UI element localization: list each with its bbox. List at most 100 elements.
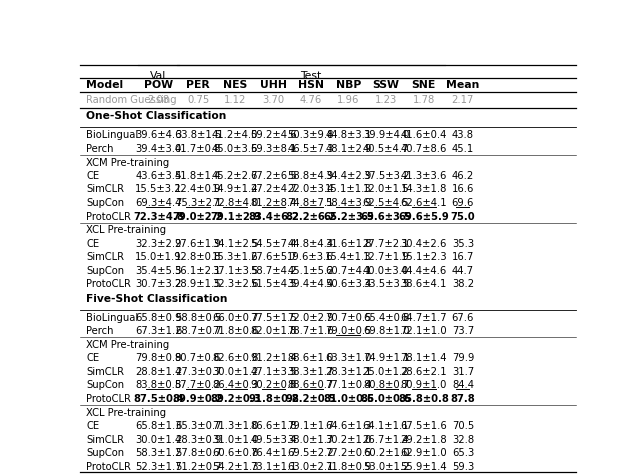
Text: 58.8±0.5: 58.8±0.5 <box>175 312 221 322</box>
Text: 31.0±1.0: 31.0±1.0 <box>212 434 259 444</box>
Text: 60.7±4.1: 60.7±4.1 <box>325 265 372 275</box>
Text: 2.08: 2.08 <box>147 95 170 105</box>
Text: 65.3: 65.3 <box>452 447 474 457</box>
Text: 3.70: 3.70 <box>262 95 285 105</box>
Text: 50.6±3.4: 50.6±3.4 <box>325 279 372 289</box>
Text: 72.8±4.0: 72.8±4.0 <box>212 198 259 208</box>
Text: 82.0±1.8: 82.0±1.8 <box>250 326 296 336</box>
Text: 15.1±2.3: 15.1±2.3 <box>401 252 447 262</box>
Text: 59.3±8.1: 59.3±8.1 <box>250 143 297 153</box>
Text: 59.2±4.6: 59.2±4.6 <box>250 129 297 139</box>
Text: 78.7±1.6: 78.7±1.6 <box>287 326 334 336</box>
Text: 30.2±1.0: 30.2±1.0 <box>325 434 372 444</box>
Text: 87.5±0.4: 87.5±0.4 <box>133 393 184 403</box>
Text: 15.4±1.3: 15.4±1.3 <box>325 252 372 262</box>
Text: 69.6±3.5: 69.6±3.5 <box>361 211 412 221</box>
Text: 80.7±0.6: 80.7±0.6 <box>175 353 221 363</box>
Text: UHH: UHH <box>260 79 287 89</box>
Text: Test: Test <box>300 71 321 81</box>
Text: 74.8±7.1: 74.8±7.1 <box>287 198 334 208</box>
Text: 38.6±4.1: 38.6±4.1 <box>401 279 447 289</box>
Text: 39.4±3.0: 39.4±3.0 <box>135 143 182 153</box>
Text: 58.8±4.9: 58.8±4.9 <box>287 170 334 180</box>
Text: 41.6±0.4: 41.6±0.4 <box>401 129 447 139</box>
Text: Five-Shot Classification: Five-Shot Classification <box>86 293 228 303</box>
Text: SimCLR: SimCLR <box>86 434 124 444</box>
Text: 65.8±1.3: 65.8±1.3 <box>135 420 182 430</box>
Text: 74.9±1.1: 74.9±1.1 <box>363 353 410 363</box>
Text: PER: PER <box>186 79 210 89</box>
Text: 82.2±6.2: 82.2±6.2 <box>285 211 336 221</box>
Text: XCM Pre-training: XCM Pre-training <box>86 339 170 349</box>
Text: 12.0±1.5: 12.0±1.5 <box>363 184 410 194</box>
Text: 75.0: 75.0 <box>451 211 476 221</box>
Text: 69.5±2.2: 69.5±2.2 <box>287 447 334 457</box>
Text: 12.7±1.9: 12.7±1.9 <box>363 252 410 262</box>
Text: 41.7±0.8: 41.7±0.8 <box>175 143 221 153</box>
Text: 72.1±1.0: 72.1±1.0 <box>401 326 447 336</box>
Text: SupCon: SupCon <box>86 380 125 390</box>
Text: Perch: Perch <box>86 326 114 336</box>
Text: 40.5±4.7: 40.5±4.7 <box>363 143 409 153</box>
Text: 28.3±1.1: 28.3±1.1 <box>325 366 372 376</box>
Text: 84.4: 84.4 <box>452 380 474 390</box>
Text: Model: Model <box>86 79 124 89</box>
Text: 31.7: 31.7 <box>452 366 474 376</box>
Text: 27.6±1.9: 27.6±1.9 <box>175 238 221 248</box>
Text: SimCLR: SimCLR <box>86 252 124 262</box>
Text: 67.6: 67.6 <box>452 312 474 322</box>
Text: 64.1±1.1: 64.1±1.1 <box>363 420 410 430</box>
Text: 39.6±4.6: 39.6±4.6 <box>135 129 182 139</box>
Text: 92.2±0.5: 92.2±0.5 <box>285 393 336 403</box>
Text: 40.7±8.6: 40.7±8.6 <box>401 143 447 153</box>
Text: XCM Pre-training: XCM Pre-training <box>86 157 170 167</box>
Text: 41.8±1.4: 41.8±1.4 <box>175 170 221 180</box>
Text: 12.4±0.9: 12.4±0.9 <box>175 184 221 194</box>
Text: 64.7±1.7: 64.7±1.7 <box>401 312 447 322</box>
Text: 71.8±0.9: 71.8±0.9 <box>325 461 372 471</box>
Text: 46.5±7.3: 46.5±7.3 <box>287 143 334 153</box>
Text: 65.4±0.8: 65.4±0.8 <box>363 312 409 322</box>
Text: 77.2±0.5: 77.2±0.5 <box>325 447 372 457</box>
Text: 0.75: 0.75 <box>187 95 209 105</box>
Text: 38.3±1.7: 38.3±1.7 <box>287 366 334 376</box>
Text: 73.1±1.1: 73.1±1.1 <box>250 461 297 471</box>
Text: CE: CE <box>86 238 100 248</box>
Text: 46.2: 46.2 <box>452 170 474 180</box>
Text: 91.2±1.4: 91.2±1.4 <box>250 353 297 363</box>
Text: POW: POW <box>144 79 173 89</box>
Text: 32.8: 32.8 <box>452 434 474 444</box>
Text: 68.7±0.7: 68.7±0.7 <box>175 326 221 336</box>
Text: 76.4±1.7: 76.4±1.7 <box>250 447 297 457</box>
Text: 30.4±2.6: 30.4±2.6 <box>401 238 447 248</box>
Text: 71.3±1.0: 71.3±1.0 <box>212 420 259 430</box>
Text: 60.2±1.0: 60.2±1.0 <box>363 447 410 457</box>
Text: ProtoCLR: ProtoCLR <box>86 461 131 471</box>
Text: 73.7: 73.7 <box>452 326 474 336</box>
Text: 41.2±4.0: 41.2±4.0 <box>212 129 259 139</box>
Text: 65.8±0.9: 65.8±0.9 <box>135 312 182 322</box>
Text: 67.5±1.6: 67.5±1.6 <box>401 420 447 430</box>
Text: 91.8±0.8: 91.8±0.8 <box>248 393 299 403</box>
Text: XCL Pre-training: XCL Pre-training <box>86 225 166 235</box>
Text: 86.6±1.8: 86.6±1.8 <box>250 420 297 430</box>
Text: 27.3±0.7: 27.3±0.7 <box>175 366 221 376</box>
Text: SimCLR: SimCLR <box>86 366 124 376</box>
Text: 15.5±3.2: 15.5±3.2 <box>135 184 182 194</box>
Text: 86.4±0.3: 86.4±0.3 <box>212 380 259 390</box>
Text: BioLingual: BioLingual <box>86 312 139 322</box>
Text: 79.1±2.9: 79.1±2.9 <box>210 211 260 221</box>
Text: 28.3±0.9: 28.3±0.9 <box>175 434 221 444</box>
Text: 79.8±0.9: 79.8±0.9 <box>135 353 182 363</box>
Text: 52.3±1.7: 52.3±1.7 <box>135 461 182 471</box>
Text: 80.9±1.0: 80.9±1.0 <box>401 380 447 390</box>
Text: 31.6±1.8: 31.6±1.8 <box>325 238 372 248</box>
Text: 28.6±2.1: 28.6±2.1 <box>401 366 447 376</box>
Text: SSW: SSW <box>372 79 399 89</box>
Text: 1.78: 1.78 <box>413 95 435 105</box>
Text: 62.9±1.0: 62.9±1.0 <box>401 447 447 457</box>
Text: 69.6±5.9: 69.6±5.9 <box>398 211 449 221</box>
Text: 81.2±8.4: 81.2±8.4 <box>250 198 296 208</box>
Text: 26.7±1.4: 26.7±1.4 <box>363 434 410 444</box>
Text: 70.7±0.5: 70.7±0.5 <box>325 312 372 322</box>
